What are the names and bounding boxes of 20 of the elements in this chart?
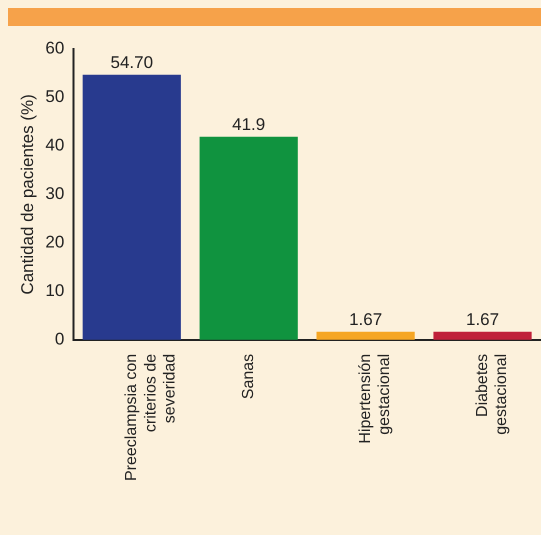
data-label: 1.67 [349, 310, 382, 329]
x-tick-label: Sanas [240, 354, 258, 400]
x-tick-label: Diabetes gestacional [474, 354, 510, 435]
x-tick-label: Preeclampsia con criterios de severidad [123, 354, 179, 481]
y-tick-label: 50 [45, 87, 64, 106]
y-tick-label: 40 [45, 136, 64, 155]
bar [82, 74, 181, 340]
y-tick-label: 0 [54, 330, 64, 349]
data-label: 54.70 [110, 52, 154, 72]
y-tick-label: 20 [45, 232, 64, 252]
data-label: 41.9 [232, 114, 266, 134]
x-tick-label: Hipertensión gestacional [357, 354, 394, 444]
data-label: 1.67 [466, 310, 500, 329]
bar [200, 136, 298, 340]
bar [316, 332, 415, 340]
bar [433, 332, 532, 340]
y-tick-label: 10 [45, 281, 64, 300]
y-tick-label: 60 [45, 38, 64, 58]
y-axis-title: Cantidad de pacientes (%) [18, 94, 37, 295]
y-tick-label: 30 [45, 184, 64, 204]
